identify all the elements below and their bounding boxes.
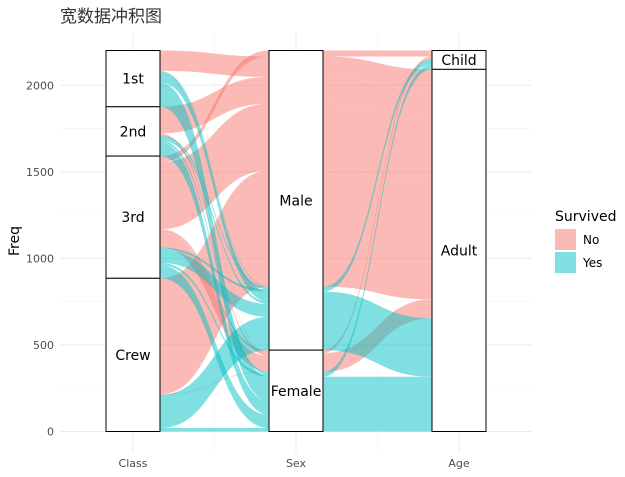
y-tick-label: 1000 bbox=[26, 252, 54, 265]
flow-ribbon bbox=[323, 64, 432, 375]
flows bbox=[160, 50, 432, 432]
flow-ribbon bbox=[323, 56, 432, 90]
stratum-box bbox=[105, 155, 161, 279]
y-axis: 0 500 1000 1500 2000 bbox=[26, 79, 54, 438]
legend-label: Yes bbox=[582, 256, 602, 270]
strata: 1st 2nd 3rd Crew Male Female Child Adult bbox=[105, 50, 487, 433]
stratum-label: Male bbox=[279, 193, 312, 209]
legend-title: Survived bbox=[555, 209, 616, 225]
stratum-label: Crew bbox=[115, 348, 150, 364]
flow-ribbon bbox=[323, 301, 432, 331]
x-axis: Class Sex Age bbox=[119, 457, 470, 470]
flow-ribbon bbox=[160, 428, 269, 432]
flow-ribbon bbox=[323, 316, 432, 377]
stratum-box bbox=[268, 349, 324, 433]
flow-ribbon bbox=[323, 428, 432, 432]
flow-ribbon bbox=[323, 303, 432, 344]
flow-ribbon bbox=[323, 401, 432, 415]
flow-ribbon bbox=[323, 50, 432, 57]
flow-ribbon bbox=[323, 291, 432, 329]
flow-ribbon bbox=[160, 139, 269, 375]
flow-ribbon bbox=[160, 103, 269, 230]
stratum-box bbox=[431, 68, 487, 432]
y-tick-label: 0 bbox=[47, 426, 54, 439]
flow-ribbon bbox=[160, 82, 269, 402]
flow-ribbon bbox=[160, 82, 269, 373]
legend-label: No bbox=[583, 233, 599, 247]
flow-ribbon bbox=[160, 137, 269, 304]
y-axis-label: Freq bbox=[7, 226, 23, 256]
flow-ribbon bbox=[323, 376, 432, 402]
flow-ribbon bbox=[160, 265, 269, 429]
flow-ribbon bbox=[323, 414, 432, 429]
stratum-label: Child bbox=[441, 53, 476, 69]
legend: Survived No Yes bbox=[555, 209, 616, 273]
flow-ribbon bbox=[160, 262, 269, 377]
flow-ribbon bbox=[160, 247, 269, 292]
stratum-box bbox=[268, 50, 324, 351]
stratum-label: Female bbox=[271, 384, 322, 400]
stratum-box bbox=[105, 50, 161, 108]
flow-ribbon bbox=[160, 135, 269, 290]
y-tick-label: 500 bbox=[33, 339, 54, 352]
x-tick-label: Class bbox=[119, 457, 148, 470]
stratum-box bbox=[105, 106, 161, 157]
legend-key bbox=[555, 252, 576, 273]
flow-ribbon bbox=[323, 59, 432, 288]
legend-key bbox=[555, 229, 576, 250]
x-tick-label: Age bbox=[448, 457, 470, 470]
stratum-label: Adult bbox=[441, 243, 478, 259]
flow-ribbon bbox=[160, 50, 269, 77]
x-tick-label: Sex bbox=[286, 457, 307, 470]
flow-ribbon bbox=[160, 316, 269, 429]
stratum-box bbox=[105, 277, 161, 432]
flow-ribbon bbox=[160, 232, 269, 372]
flow-ribbon bbox=[160, 142, 269, 415]
flow-ribbon bbox=[323, 76, 432, 117]
stratum-label: 1st bbox=[122, 72, 144, 88]
y-tick-label: 1500 bbox=[26, 166, 54, 179]
flow-ribbon bbox=[323, 103, 432, 184]
flow-ribbon bbox=[160, 72, 269, 302]
flow-ribbon bbox=[160, 71, 269, 288]
y-tick-label: 2000 bbox=[26, 79, 54, 92]
flow-ribbon bbox=[323, 64, 432, 373]
flow-ribbon bbox=[323, 62, 432, 292]
flow-ribbon bbox=[323, 60, 432, 290]
stratum-label: 3rd bbox=[121, 210, 144, 226]
chart-title: 宽数据冲积图 bbox=[60, 7, 162, 27]
stratum-label: 2nd bbox=[120, 124, 147, 140]
flow-ribbon bbox=[323, 66, 432, 377]
